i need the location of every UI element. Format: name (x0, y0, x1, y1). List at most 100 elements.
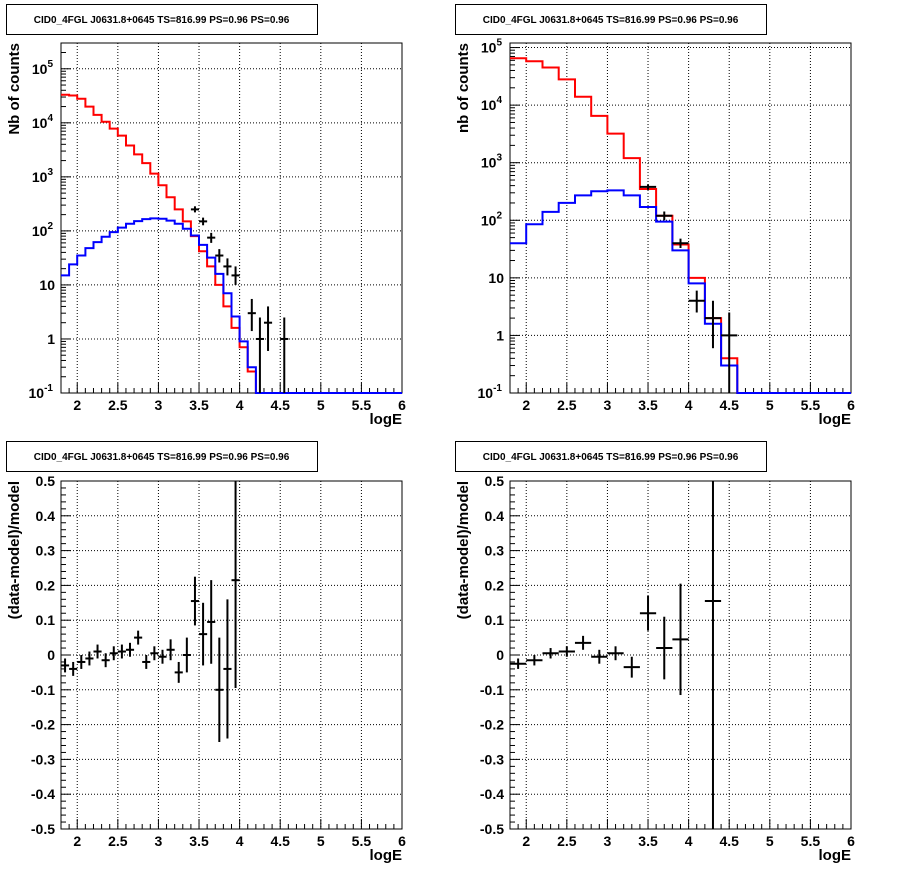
x-tick-label: 3 (155, 833, 163, 849)
y-tick-label: 0 (47, 647, 55, 663)
title-box (6, 441, 318, 472)
x-tick-label: 6 (398, 397, 406, 413)
chart-title: CID0_4FGL J0631.8+0645 TS=816.99 PS=0.96… (483, 15, 739, 26)
data-point (231, 266, 240, 285)
axis-ticks (509, 480, 852, 830)
model-series-1 (510, 57, 851, 394)
residual-point (158, 649, 167, 664)
y-tick-label: 0.3 (485, 543, 505, 559)
x-tick-label: 3.5 (189, 397, 209, 413)
y-tick-label: -0.4 (480, 786, 504, 802)
x-tick-label: 2 (73, 397, 81, 413)
y-tick-label: 0 (496, 647, 504, 663)
chart-panel-3: CID0_4FGL J0631.8+0645 TS=816.99 PS=0.96… (6, 441, 406, 864)
data-point (688, 290, 705, 313)
x-tick-label: 5 (766, 397, 774, 413)
x-tick-label: 4 (685, 833, 693, 849)
x-tick-label: 3.5 (638, 397, 658, 413)
y-tick-label: 0.5 (485, 473, 505, 489)
residual-point (607, 646, 624, 661)
data-point (207, 232, 216, 243)
y-tick-label: 0.1 (36, 612, 56, 628)
residual-point (182, 637, 191, 673)
residual-point (574, 635, 592, 650)
y-tick-label: 103 (481, 153, 503, 171)
axis-ticks (60, 42, 403, 394)
y-tick-label: 0.1 (485, 612, 505, 628)
y-tick-label: 10-1 (478, 383, 503, 401)
data-point (190, 206, 200, 213)
x-tick-label: 2 (522, 833, 530, 849)
residual-point (61, 658, 70, 673)
x-tick-label: 4.5 (719, 833, 739, 849)
residual-point (656, 616, 673, 680)
data-point (263, 306, 273, 351)
y-tick-label: 102 (32, 221, 54, 239)
y-tick-label: 103 (32, 167, 54, 185)
data-point (247, 298, 256, 332)
title-box (455, 4, 767, 35)
x-tick-label: 6 (847, 833, 855, 849)
residual-point (558, 646, 575, 657)
title-box (6, 4, 318, 35)
x-tick-label: 3 (155, 397, 163, 413)
x-tick-label: 5 (317, 397, 325, 413)
residual-point (199, 602, 208, 666)
grid-lines (61, 43, 402, 393)
residual-point (142, 655, 151, 669)
residual-point (510, 658, 527, 669)
y-tick-label: 104 (32, 113, 54, 131)
residual-point (125, 642, 135, 657)
residual-point (150, 646, 159, 661)
chart-panel-2: CID0_4FGL J0631.8+0645 TS=816.99 PS=0.96… (455, 4, 855, 428)
y-tick-label: -0.2 (31, 717, 55, 733)
residual-point (223, 599, 232, 739)
residual-point (542, 648, 559, 659)
residual-point (215, 637, 224, 742)
x-tick-label: 6 (847, 397, 855, 413)
y-axis-label: nb of counts (455, 43, 472, 133)
residual-point (591, 649, 608, 664)
y-tick-label: 0.2 (485, 577, 505, 593)
residual-point (117, 644, 126, 659)
x-tick-label: 5.5 (352, 833, 372, 849)
data-point (280, 317, 289, 393)
plot-frame (60, 42, 403, 394)
data-point (639, 184, 657, 190)
data-point (255, 317, 264, 393)
residual-point (77, 655, 86, 669)
x-tick-label: 2.5 (557, 833, 577, 849)
residual-point (526, 655, 543, 666)
residual-point (109, 646, 118, 661)
residual-point (231, 481, 240, 689)
y-tick-label: -0.4 (31, 786, 55, 802)
x-tick-label: 5 (766, 833, 774, 849)
model-series-2 (510, 189, 851, 394)
y-axis-label: Nb of counts (6, 43, 23, 135)
x-tick-label: 5.5 (801, 397, 821, 413)
y-tick-label: 105 (32, 59, 54, 77)
residual-point (623, 656, 640, 678)
y-axis-label: (data-model)/model (6, 481, 23, 619)
x-axis-label: logE (370, 411, 403, 428)
residual-point (207, 580, 216, 664)
y-tick-label: 0.2 (36, 577, 56, 593)
x-tick-label: 4.5 (719, 397, 739, 413)
x-tick-label: 2 (522, 397, 530, 413)
y-tick-label: 104 (481, 95, 503, 113)
x-tick-label: 2 (73, 833, 81, 849)
y-tick-label: 1 (496, 327, 504, 343)
residual-point (704, 481, 722, 829)
x-tick-label: 4.5 (270, 397, 290, 413)
chart-panel-1: CID0_4FGL J0631.8+0645 TS=816.99 PS=0.96… (6, 4, 406, 428)
x-tick-label: 3.5 (638, 833, 658, 849)
axis-ticks (60, 480, 403, 830)
x-tick-label: 4.5 (270, 833, 290, 849)
x-axis-label: logE (370, 847, 403, 864)
residual-point (101, 653, 110, 668)
chart-title: CID0_4FGL J0631.8+0645 TS=816.99 PS=0.96… (34, 452, 290, 463)
y-tick-label: 10 (39, 277, 55, 293)
y-tick-label: 0.3 (36, 543, 56, 559)
y-tick-label: -0.3 (480, 751, 504, 767)
